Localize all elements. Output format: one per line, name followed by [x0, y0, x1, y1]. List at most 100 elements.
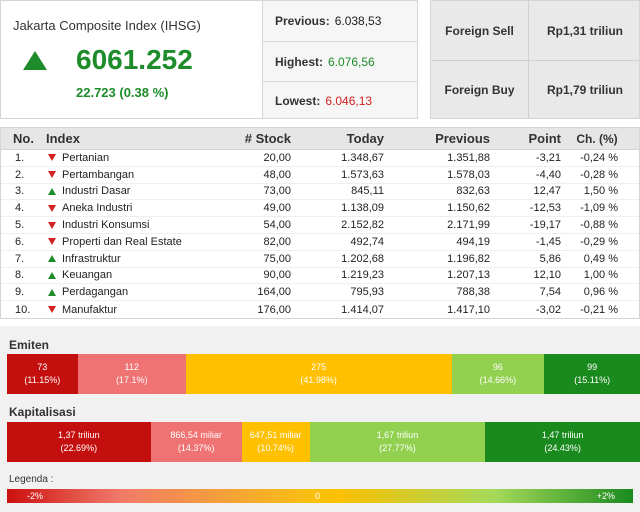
- row-change: -0,21 %: [580, 303, 618, 316]
- row-previous: 2.171,99: [447, 219, 490, 232]
- row-stock: 54,00: [263, 219, 291, 232]
- foreign-sell-row: Foreign Sell Rp1,31 triliun: [431, 1, 639, 60]
- row-stock: 49,00: [263, 202, 291, 215]
- row-index-label: Pertanian: [62, 151, 110, 164]
- row-today: 1.138,09: [341, 202, 384, 215]
- foreign-buy-value: Rp1,79 triliun: [546, 83, 623, 97]
- row-index-name: Properti dan Real Estate: [46, 234, 246, 250]
- index-change: 22.723 (0.38 %): [76, 85, 169, 100]
- row-stock: 20,00: [263, 151, 291, 164]
- row-today: 1.573,63: [341, 168, 384, 181]
- emiten-bar: 73 (11.15%) 112 (17.1%) 275 (41.98%) 96 (14.66%…: [7, 354, 640, 394]
- row-stock: 176,00: [257, 303, 291, 316]
- row-today: 845,11: [351, 185, 384, 198]
- legend-mid: 0: [315, 491, 321, 501]
- row-change: -0,28 %: [580, 168, 618, 181]
- row-no: 8.: [15, 269, 25, 282]
- stats-card: Previous: 6.038,53 Highest: 6.076,56 Low…: [263, 0, 418, 119]
- table-row: 6. Properti dan Real Estate 82,00 492,74 494…: [1, 234, 639, 251]
- stat-value: 6.076,56: [328, 54, 375, 69]
- row-change: -1,09 %: [580, 202, 618, 215]
- header-today: Today: [346, 131, 384, 146]
- row-index-name: Pertanian: [46, 150, 246, 166]
- row-previous: 1.196,82: [447, 252, 490, 265]
- emiten-title: Emiten: [9, 338, 50, 352]
- row-point: 12,10: [533, 269, 561, 282]
- summary-panel: Jakarta Composite Index (IHSG) 6061.252 …: [0, 0, 640, 120]
- row-index-label: Keuangan: [62, 269, 113, 282]
- table-row: 8. Keuangan 90,00 1.219,23 1.207,13 12,10 1,00…: [1, 268, 639, 285]
- row-previous: 1.351,88: [447, 151, 490, 164]
- legend-gradient: -2% 0 +2%: [7, 489, 633, 503]
- row-stock: 82,00: [263, 235, 291, 248]
- row-no: 1.: [15, 151, 25, 164]
- down-triangle-icon: [48, 204, 56, 212]
- kapitalisasi-segment: 1,37 triliun (22.69%): [7, 422, 151, 462]
- segment-value: 647,51 miliar: [249, 430, 302, 440]
- row-index-name: Perdagangan: [46, 284, 246, 300]
- foreign-sell-value: Rp1,31 triliun: [546, 23, 623, 38]
- stat-label: Highest:: [275, 54, 323, 69]
- index-value: 6061.252: [76, 44, 193, 75]
- row-previous: 1.207,13: [447, 269, 490, 282]
- row-index-name: Industri Konsumsi: [46, 217, 246, 233]
- segment-value: 1,47 triliun: [541, 430, 584, 440]
- kapitalisasi-segment: 866,54 miliar (14.37%): [150, 422, 242, 462]
- row-previous: 832,63: [456, 185, 490, 198]
- table-row: 1. Pertanian 20,00 1.348,67 1.351,88 -3,21 -0,…: [1, 150, 639, 167]
- down-triangle-icon: [48, 154, 56, 162]
- table-row: 10. Manufaktur 176,00 1.414,07 1.417,10 -3,02…: [1, 301, 639, 318]
- segment-value: 1,67 triliun: [376, 430, 419, 440]
- stat-previous: Previous: 6.038,53: [263, 1, 417, 41]
- kapitalisasi-segment: 1,67 triliun (27.77%): [309, 422, 486, 462]
- legend-max: +2%: [596, 491, 615, 501]
- row-point: -3,02: [535, 303, 561, 316]
- up-triangle-icon: [48, 288, 56, 296]
- foreign-card: Foreign Sell Rp1,31 triliun Foreign Buy …: [430, 0, 640, 119]
- row-no: 6.: [15, 235, 25, 248]
- row-point: -3,21: [535, 151, 561, 164]
- row-previous: 1.417,10: [447, 303, 490, 316]
- stat-value: 6.046,13: [325, 93, 373, 108]
- segment-percent: (17.1%): [115, 375, 148, 385]
- row-index-label: Perdagangan: [62, 286, 129, 299]
- row-stock: 48,00: [263, 168, 291, 181]
- up-triangle-icon: [48, 187, 56, 195]
- row-change: 1,00 %: [583, 269, 618, 282]
- row-today: 1.348,67: [341, 151, 384, 164]
- table-row: 4. Aneka Industri 49,00 1.138,09 1.150,62 -12…: [1, 200, 639, 218]
- row-stock: 73,00: [263, 185, 291, 198]
- header-stock: # Stock: [244, 131, 291, 146]
- legend-title: Legenda :: [9, 474, 54, 485]
- segment-percent: (14.37%): [177, 443, 215, 453]
- row-no: 3.: [15, 185, 25, 198]
- row-stock: 164,00: [257, 286, 291, 299]
- down-triangle-icon: [48, 306, 56, 314]
- down-triangle-icon: [48, 221, 56, 229]
- row-point: 12,47: [533, 185, 561, 198]
- row-change: -0,29 %: [580, 235, 618, 248]
- segment-value: 73: [37, 362, 48, 372]
- index-title: Jakarta Composite Index (IHSG): [13, 18, 201, 33]
- segment-percent: (14.66%): [479, 375, 517, 385]
- row-change: 0,96 %: [583, 286, 618, 299]
- header-previous: Previous: [435, 131, 490, 146]
- emiten-segment: 73 (11.15%): [7, 354, 78, 394]
- row-today: 1.219,23: [341, 269, 384, 282]
- up-triangle-icon: [48, 271, 56, 279]
- down-triangle-icon: [48, 238, 56, 246]
- row-today: 492,74: [350, 235, 384, 248]
- row-stock: 75,00: [263, 252, 291, 265]
- row-index-name: Keuangan: [46, 268, 246, 284]
- distribution-panel: Emiten 73 (11.15%) 112 (17.1%) 275 (41.98%) 96…: [0, 326, 640, 512]
- row-no: 9.: [15, 286, 25, 299]
- segment-percent: (15.11%): [574, 375, 611, 385]
- row-index-label: Pertambangan: [62, 168, 135, 181]
- row-point: 7,54: [539, 286, 561, 299]
- row-no: 4.: [15, 202, 25, 215]
- table-row: 3. Industri Dasar 73,00 845,11 832,63 12,47 1,…: [1, 184, 639, 201]
- table-body: 1. Pertanian 20,00 1.348,67 1.351,88 -3,21 -0,…: [1, 150, 639, 318]
- row-previous: 1.150,62: [447, 202, 490, 215]
- row-today: 795,93: [350, 286, 384, 299]
- segment-value: 275: [311, 362, 327, 372]
